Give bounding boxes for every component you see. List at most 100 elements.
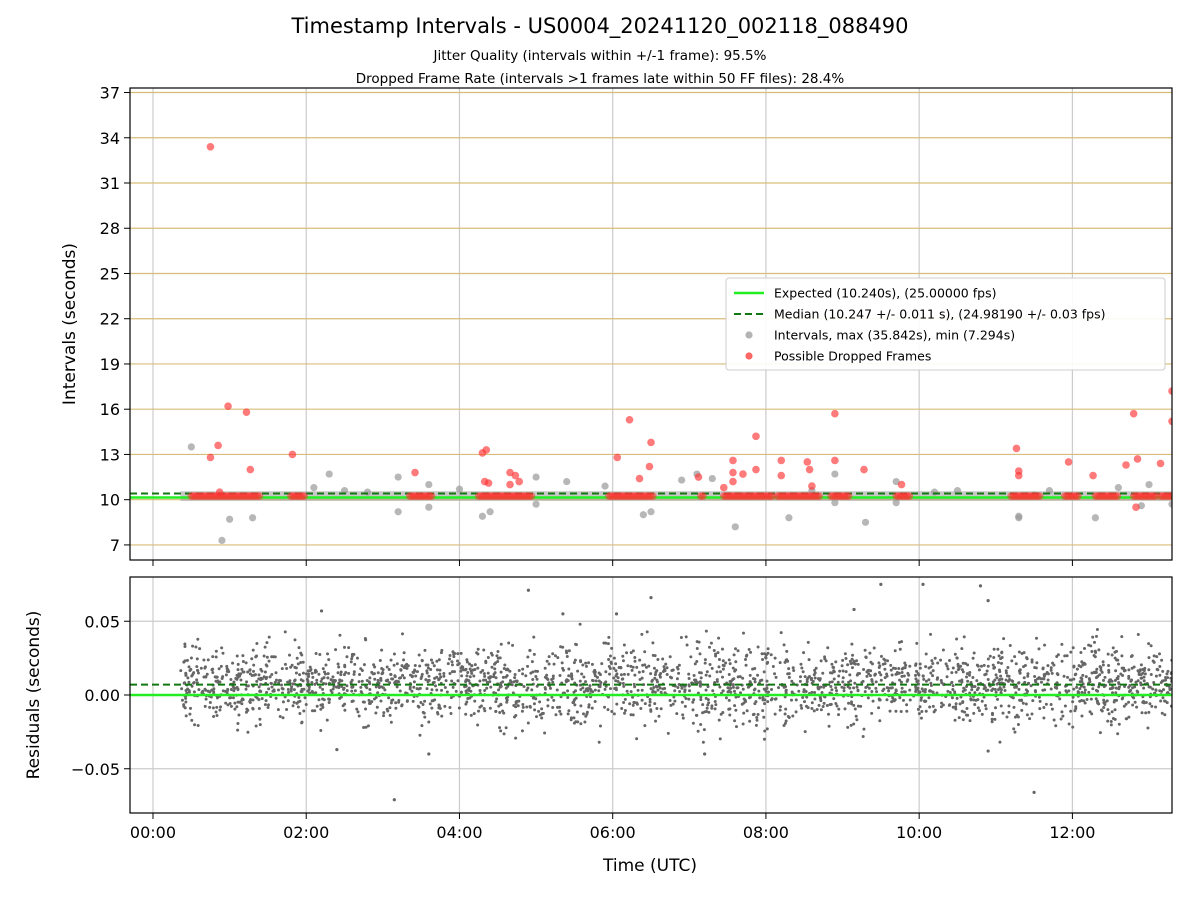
residual-point-2504 — [452, 670, 456, 674]
residual-point-319 — [897, 667, 901, 671]
top-ytick-label-2: 13 — [100, 445, 120, 464]
residual-point-1716 — [914, 685, 918, 689]
residual-point-1969 — [203, 687, 207, 691]
residual-point-698 — [814, 666, 818, 670]
residual-point-1878 — [1164, 675, 1168, 679]
residual-point-2115 — [196, 668, 200, 672]
residual-point-1983 — [995, 676, 999, 680]
residual-point-933 — [744, 663, 748, 667]
residual-point-702 — [862, 727, 866, 731]
time-x-axis-label: Time (UTC) — [602, 856, 697, 876]
residual-point-2121 — [1000, 650, 1004, 654]
residual-point-371 — [352, 670, 356, 674]
residual-point-2512 — [463, 668, 467, 672]
residual-point-2320 — [390, 677, 394, 681]
residual-point-2099 — [721, 663, 725, 667]
residual-point-2570 — [468, 662, 472, 666]
residual-point-2385 — [528, 648, 532, 652]
residual-point-2151 — [763, 729, 767, 733]
residual-point-1047 — [549, 686, 553, 690]
residual-point-2070 — [528, 704, 532, 708]
residual-point-663 — [582, 690, 586, 694]
residual-point-153 — [554, 713, 558, 717]
residual-point-245 — [710, 666, 714, 670]
residual-point-228 — [400, 632, 404, 636]
residual-point-1532 — [339, 695, 343, 699]
dropped-frame-point-25 — [729, 468, 737, 477]
residual-point-1208 — [830, 688, 834, 692]
residual-point-807 — [1152, 654, 1156, 658]
residual-point-1829 — [1150, 704, 1154, 708]
residual-point-2257 — [273, 680, 277, 684]
residual-point-497 — [827, 712, 831, 716]
residual-point-2040 — [1158, 664, 1162, 668]
residual-point-2046 — [1078, 687, 1082, 691]
residual-point-78 — [734, 647, 738, 651]
residual-point-2377 — [416, 704, 420, 708]
dropped-cluster-8-point-8 — [844, 492, 853, 500]
residual-point-2223 — [756, 645, 760, 649]
residual-point-1485 — [254, 724, 258, 728]
residual-point-1387 — [899, 709, 903, 713]
residual-point-103 — [437, 658, 441, 662]
residual-point-1207 — [900, 667, 904, 671]
residual-point-2321 — [393, 674, 397, 678]
residual-point-715 — [992, 647, 996, 651]
residual-point-181 — [591, 690, 595, 694]
residual-point-1998 — [661, 670, 665, 674]
dropped-cluster-6-point-22 — [768, 492, 776, 500]
residual-point-974 — [254, 655, 258, 659]
residual-point-2292 — [382, 711, 386, 715]
residual-point-1261 — [980, 699, 984, 703]
residual-point-1290 — [651, 653, 655, 657]
residual-point-1391 — [977, 709, 981, 713]
interval-point-9 — [394, 508, 402, 516]
top-ytick-label-8: 31 — [100, 174, 120, 193]
residual-point-220 — [1058, 697, 1062, 701]
interval-point-1 — [218, 536, 226, 544]
residual-point-1226 — [1007, 678, 1011, 682]
residual-point-944 — [184, 700, 188, 704]
residual-point-304 — [456, 679, 460, 683]
residual-point-1717 — [1007, 704, 1011, 708]
residual-point-456 — [415, 670, 419, 674]
legend-dropped-label: Possible Dropped Frames — [774, 349, 931, 364]
residual-point-773 — [536, 669, 540, 673]
bottom-ytick-label-0: −0.05 — [71, 760, 120, 779]
residual-point-1096 — [1163, 699, 1167, 703]
residual-point-259 — [193, 723, 197, 727]
residual-point-1302 — [929, 632, 933, 636]
residual-point-536 — [301, 671, 305, 675]
residual-point-2471 — [676, 685, 680, 689]
residual-point-2392 — [853, 662, 857, 666]
residual-point-226 — [908, 664, 912, 668]
residual-point-1068 — [893, 649, 897, 653]
residual-point-1879 — [561, 645, 565, 649]
residual-point-577 — [221, 689, 225, 693]
residual-point-1681 — [184, 673, 188, 677]
residual-point-2109 — [1100, 709, 1104, 713]
residual-point-1576 — [526, 721, 530, 725]
residual-point-1536 — [226, 687, 230, 691]
interval-point-31 — [892, 499, 900, 507]
residual-point-449 — [588, 684, 592, 688]
residual-point-1258 — [823, 655, 827, 659]
residual-point-1315 — [535, 715, 539, 719]
residual-point-392 — [641, 670, 645, 674]
residual-point-1418 — [224, 701, 228, 705]
residual-point-2571 — [983, 686, 987, 690]
residual-point-719 — [999, 661, 1003, 665]
residual-point-2596 — [566, 679, 570, 683]
residual-point-1428 — [483, 689, 487, 693]
residual-point-764 — [866, 696, 870, 700]
residual-point-1218 — [1132, 665, 1136, 669]
residual-point-1670 — [830, 680, 834, 684]
residual-point-2271 — [1000, 681, 1004, 685]
residual-point-2323 — [579, 704, 583, 708]
residual-point-1581 — [405, 666, 409, 670]
residual-point-1467 — [728, 713, 732, 717]
residual-point-2270 — [440, 714, 444, 718]
residual-point-460 — [920, 710, 924, 714]
residual-outlier-3 — [561, 612, 565, 616]
residual-point-882 — [255, 679, 259, 683]
